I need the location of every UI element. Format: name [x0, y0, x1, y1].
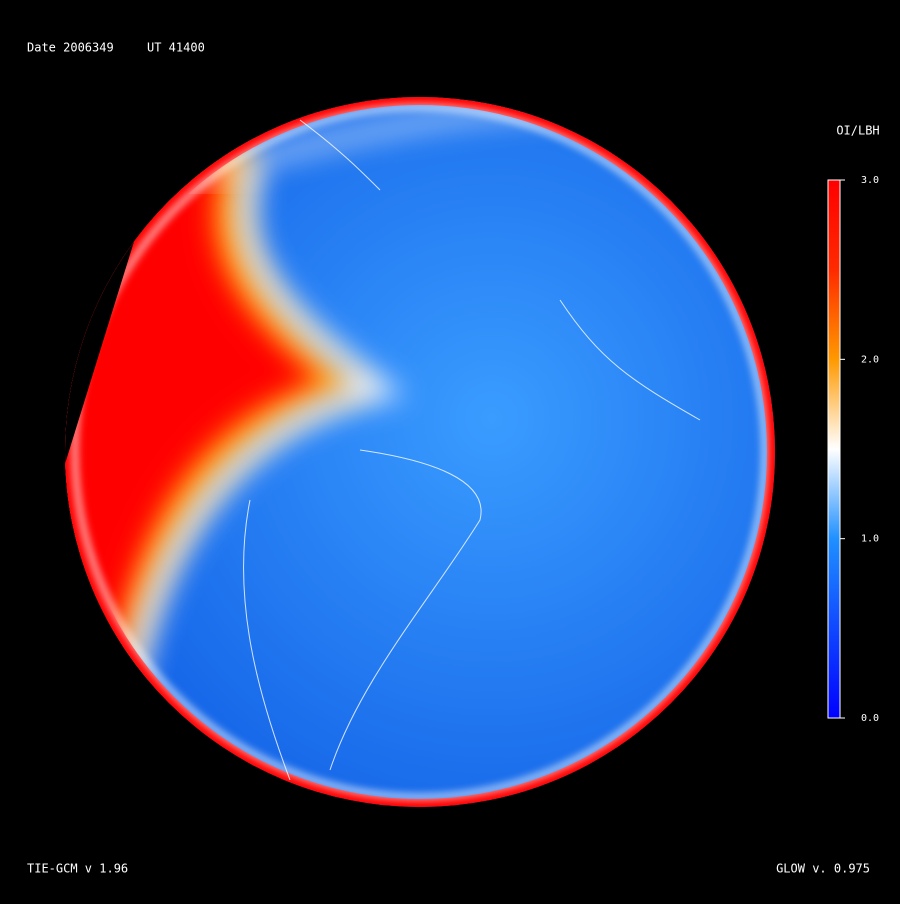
colorbar-tick-label: 2.0: [861, 354, 879, 365]
colorbar: [827, 179, 841, 719]
model-version: TIE-GCM v 1.96: [27, 862, 128, 876]
colorbar-tick-label: 1.0: [861, 534, 879, 545]
ut-label: UT 41400: [147, 41, 205, 55]
colorbar-tick-label: 0.0: [861, 713, 879, 724]
glow-version: GLOW v. 0.975: [776, 862, 870, 876]
colorbar-tick-label: 3.0: [861, 175, 879, 186]
colorbar-label: OI/LBH: [836, 124, 879, 138]
date-label: Date 2006349: [27, 41, 114, 55]
